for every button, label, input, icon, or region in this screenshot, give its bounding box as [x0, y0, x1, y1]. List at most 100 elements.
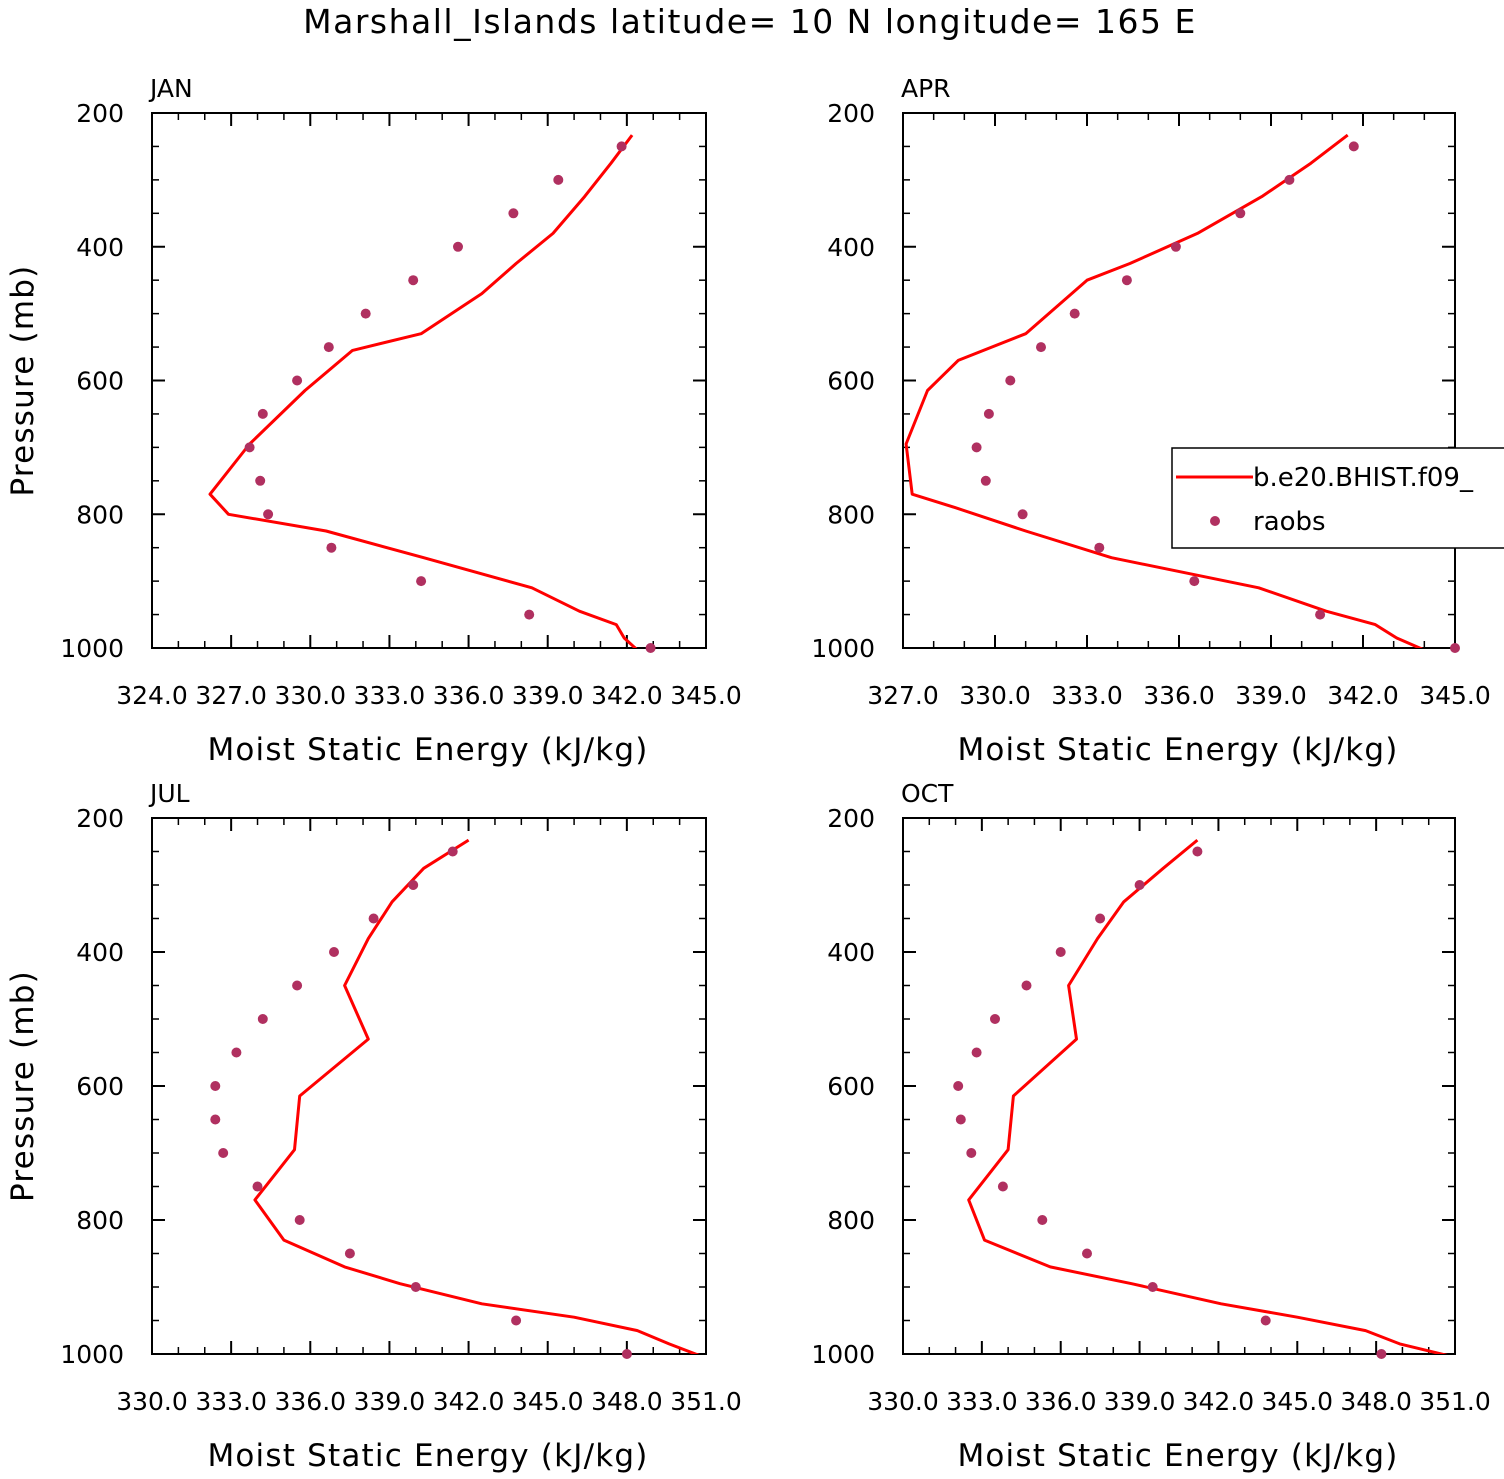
- raobs-point: [252, 1181, 263, 1192]
- raobs-point: [553, 174, 564, 185]
- raobs-point: [1376, 1349, 1387, 1359]
- plot-frame: [902, 817, 1456, 1355]
- x-tick-label: 324.0: [116, 681, 188, 710]
- raobs-point: [1094, 542, 1105, 553]
- legend-dot-swatch: [1210, 516, 1220, 526]
- raobs-point: [508, 208, 519, 219]
- raobs-point: [966, 1148, 977, 1158]
- raobs-point: [360, 308, 371, 319]
- panel-label: APR: [901, 74, 951, 103]
- raobs-point: [953, 1081, 964, 1091]
- y-tick-label: 800: [827, 500, 875, 529]
- raobs-point: [1082, 1248, 1092, 1259]
- y-tick-label: 200: [76, 99, 124, 128]
- raobs-point: [410, 1282, 421, 1292]
- x-tick-label: 345.0: [1419, 681, 1491, 710]
- raobs-point: [453, 241, 463, 252]
- raobs-point: [990, 1014, 1000, 1024]
- raobs-point: [1037, 1215, 1048, 1225]
- y-axis-title: Pressure (mb): [5, 265, 41, 497]
- x-tick-label: 327.0: [867, 681, 939, 710]
- raobs-point: [1055, 947, 1066, 957]
- raobs-point: [616, 141, 627, 152]
- x-tick-label: 330.0: [959, 681, 1031, 710]
- y-tick-label: 600: [76, 1072, 124, 1101]
- model-line: [253, 838, 700, 1354]
- raobs-point: [416, 576, 427, 587]
- figure-title: Marshall_Islands latitude= 10 N longitud…: [303, 2, 1197, 41]
- raobs-point: [1235, 208, 1246, 219]
- raobs-point: [1095, 913, 1106, 924]
- legend-line-label: b.e20.BHIST.f09_: [1253, 463, 1474, 493]
- raobs-point: [244, 442, 255, 453]
- raobs-point: [210, 1114, 221, 1125]
- x-tick-label: 330.0: [867, 1387, 939, 1416]
- raobs-point: [326, 542, 337, 553]
- raobs-point: [955, 1114, 966, 1125]
- raobs-point: [621, 1349, 632, 1359]
- raobs-point: [292, 375, 303, 386]
- raobs-point: [1450, 643, 1460, 653]
- raobs-point: [980, 475, 991, 486]
- raobs-point: [1134, 880, 1145, 890]
- raobs-point: [447, 846, 458, 857]
- x-tick-label: 336.0: [433, 681, 505, 710]
- raobs-point: [263, 509, 274, 520]
- raobs-point: [997, 1181, 1008, 1192]
- y-tick-label: 800: [76, 1206, 124, 1235]
- x-tick-label: 336.0: [274, 1387, 346, 1416]
- raobs-point: [329, 947, 339, 957]
- x-tick-label: 345.0: [670, 681, 742, 710]
- y-tick-label: 400: [76, 938, 124, 967]
- raobs-point: [1192, 846, 1203, 857]
- x-tick-label: 342.0: [1183, 1387, 1255, 1416]
- raobs-point: [983, 408, 994, 419]
- model-line: [208, 134, 638, 648]
- x-tick-label: 339.0: [354, 1387, 426, 1416]
- raobs-point: [1017, 509, 1028, 520]
- raobs-point: [231, 1047, 242, 1058]
- model-line: [967, 838, 1448, 1354]
- raobs-point: [511, 1315, 522, 1326]
- x-axis-title: Moist Static Energy (kJ/kg): [207, 1438, 648, 1474]
- panel-apr: 327.0 330.0 333.0 336.0 339.0 342.0 345.0 200 40…: [811, 74, 1490, 768]
- raobs-point: [1036, 342, 1046, 353]
- x-tick-label: 330.0: [116, 1387, 188, 1416]
- x-tick-label: 339.0: [1235, 681, 1307, 710]
- raobs-point: [1315, 609, 1326, 620]
- y-tick-label: 800: [76, 500, 124, 529]
- model-line: [904, 133, 1424, 648]
- raobs-point: [255, 475, 266, 486]
- raobs-point: [292, 980, 303, 991]
- x-tick-label: 345.0: [512, 1387, 584, 1416]
- panel-jul: 330.0 333.0 336.0 339.0 342.0 345.0 348.0 351.0…: [5, 779, 742, 1474]
- x-tick-label: 333.0: [1051, 681, 1123, 710]
- raobs-point: [1260, 1315, 1271, 1326]
- y-tick-label: 400: [76, 233, 124, 262]
- y-tick-label: 400: [827, 233, 875, 262]
- raobs-point: [210, 1081, 221, 1091]
- x-axis-title: Moist Static Energy (kJ/kg): [957, 1438, 1398, 1474]
- x-tick-label: 351.0: [670, 1387, 742, 1416]
- raobs-point: [1121, 275, 1132, 286]
- x-tick-label: 351.0: [1419, 1387, 1491, 1416]
- raobs-point: [257, 408, 268, 419]
- x-tick-label: 333.0: [946, 1387, 1018, 1416]
- x-tick-label: 342.0: [591, 681, 663, 710]
- legend-box: [1171, 447, 1504, 549]
- raobs-point: [294, 1215, 305, 1225]
- panel-label: JAN: [148, 74, 193, 103]
- x-axis-title: Moist Static Energy (kJ/kg): [957, 732, 1398, 768]
- x-tick-label: 333.0: [354, 681, 426, 710]
- raobs-point: [1348, 141, 1359, 152]
- y-tick-label: 400: [827, 938, 875, 967]
- raobs-point: [1147, 1282, 1158, 1292]
- panel-label: OCT: [901, 779, 954, 808]
- x-tick-label: 345.0: [1261, 1387, 1333, 1416]
- raobs-point: [408, 880, 419, 890]
- raobs-point: [524, 609, 535, 620]
- plot-frame: [151, 112, 707, 649]
- x-tick-label: 336.0: [1143, 681, 1215, 710]
- y-tick-label: 1000: [60, 634, 124, 663]
